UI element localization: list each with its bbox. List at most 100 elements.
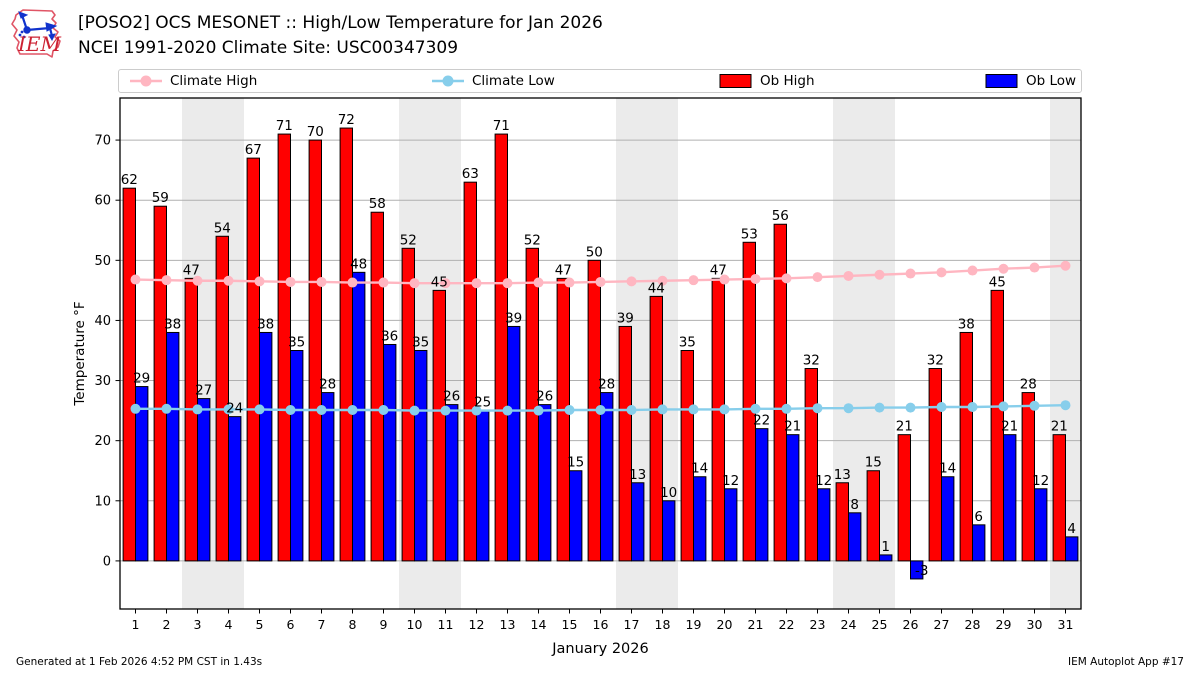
climate-low-marker: [378, 405, 389, 416]
ob-low-bar: [197, 398, 211, 562]
ob-high-bar: [556, 277, 570, 562]
ob-high-value-label: 13: [834, 467, 851, 483]
climate-high-marker: [905, 268, 916, 279]
climate-low-marker: [1060, 400, 1071, 411]
climate-high-marker: [347, 277, 358, 288]
climate-low-marker: [347, 405, 358, 416]
ob-high-value-label: 21: [1051, 419, 1068, 435]
x-tick-label: 19: [686, 617, 702, 632]
ob-high-bar: [618, 325, 632, 562]
x-tick-label: 4: [225, 617, 233, 632]
ob-high-bar: [959, 331, 973, 562]
ob-high-value-label: 47: [183, 262, 200, 278]
ob-high-value-label: 21: [896, 419, 913, 435]
legend-label: Ob High: [760, 73, 815, 89]
x-tick-label: 11: [438, 617, 454, 632]
ob-low-bar: [166, 331, 180, 562]
ob-low-value-label: 26: [536, 389, 553, 405]
climate-low-marker: [316, 405, 327, 416]
ob-high-value-label: 67: [245, 142, 262, 158]
ob-low-bar: [786, 434, 800, 562]
ob-high-value-label: 38: [958, 316, 975, 332]
ob-high-value-label: 70: [307, 124, 324, 140]
iem-logo: IEM: [11, 9, 62, 58]
ob-high-bar: [773, 223, 787, 562]
climate-high-marker: [626, 276, 637, 287]
climate-high-marker: [254, 276, 265, 287]
ob-high-bar: [804, 368, 818, 562]
ob-high-bar: [370, 211, 385, 562]
ob-low-bar: [972, 524, 986, 562]
legend-label: Climate High: [170, 73, 258, 89]
x-tick-label: 28: [965, 617, 981, 632]
climate-high-marker: [936, 267, 947, 278]
ob-high-bar: [184, 277, 199, 562]
climate-high-marker: [998, 263, 1009, 274]
ob-low-value-label: 21: [784, 419, 801, 435]
climate-high-marker: [812, 272, 823, 283]
climate-high-marker: [595, 276, 606, 287]
ob-low-bar: [290, 349, 304, 562]
ob-high-bar: [711, 277, 725, 562]
ob-high-value-label: 52: [524, 232, 541, 248]
climate-high-marker: [285, 276, 296, 287]
climate-low-marker: [595, 405, 606, 416]
ob-high-bar: [401, 247, 416, 562]
footer-app-text: IEM Autoplot App #17: [1068, 656, 1184, 668]
climate-high-marker: [161, 275, 172, 286]
ob-low-bar: [538, 404, 552, 562]
ob-low-value-label: 36: [381, 328, 398, 344]
climate-low-marker: [750, 403, 761, 414]
legend-item-ob-low: Ob Low: [985, 70, 1076, 92]
ob-low-value-label: 24: [226, 401, 243, 417]
chart-legend: Climate High Climate Low Ob High Ob Low: [118, 69, 1082, 93]
x-tick-label: 1: [132, 617, 140, 632]
ob-high-value-label: 56: [772, 208, 789, 224]
ob-low-bar: [321, 392, 335, 562]
ob-high-value-label: 53: [741, 226, 758, 242]
legend-label: Ob Low: [1026, 73, 1077, 89]
ob-high-bar: [494, 133, 509, 562]
x-tick-label: 20: [717, 617, 733, 632]
ob-high-value-label: 50: [586, 244, 603, 260]
climate-low-marker: [471, 405, 482, 416]
chart-title: [POSO2] OCS MESONET :: High/Low Temperat…: [78, 13, 603, 33]
ob-high-bar: [990, 289, 1004, 562]
climate-low-marker: [688, 404, 699, 415]
x-tick-label: 31: [1058, 617, 1074, 632]
ob-high-value-label: 71: [276, 118, 293, 134]
ob-high-bar: [897, 434, 911, 562]
legend-item-climate-low: Climate Low: [431, 70, 555, 92]
ob-low-value-label: 14: [939, 461, 956, 477]
ob-low-value-label: 12: [1032, 473, 1049, 489]
ob-high-value-label: 59: [152, 190, 169, 206]
climate-low-marker: [626, 405, 637, 416]
climate-high-marker: [502, 278, 513, 289]
climate-high-marker: [533, 277, 544, 288]
ob-low-bar: [569, 470, 583, 562]
x-tick-label: 14: [531, 617, 547, 632]
ob-high-bar: [308, 139, 323, 562]
ob-low-bar: [259, 331, 273, 562]
ob-high-value-label: 47: [555, 262, 572, 278]
x-tick-label: 23: [810, 617, 826, 632]
x-tick-label: 15: [562, 617, 578, 632]
climate-low-marker: [502, 405, 513, 416]
climate-low-marker: [719, 404, 730, 415]
ob-high-value-label: 39: [617, 310, 634, 326]
chart-subtitle: NCEI 1991-2020 Climate Site: USC00347309: [78, 38, 459, 58]
x-tick-label: 5: [256, 617, 264, 632]
ob-low-value-label: 13: [629, 467, 646, 483]
ob-high-bar: [835, 482, 849, 562]
ob-low-bar: [383, 343, 397, 562]
y-axis-label: Temperature °F: [72, 301, 88, 406]
ob-high-bar: [246, 157, 261, 562]
climate-low-marker: [781, 403, 792, 414]
x-tick-label: 22: [779, 617, 795, 632]
legend-label: Climate Low: [472, 73, 555, 89]
ob-low-value-label: 48: [350, 256, 367, 272]
climate-high-marker: [378, 277, 389, 288]
climate-low-marker: [130, 403, 141, 414]
ob-high-bar: [1021, 392, 1035, 562]
y-tick-label: 70: [94, 134, 111, 149]
